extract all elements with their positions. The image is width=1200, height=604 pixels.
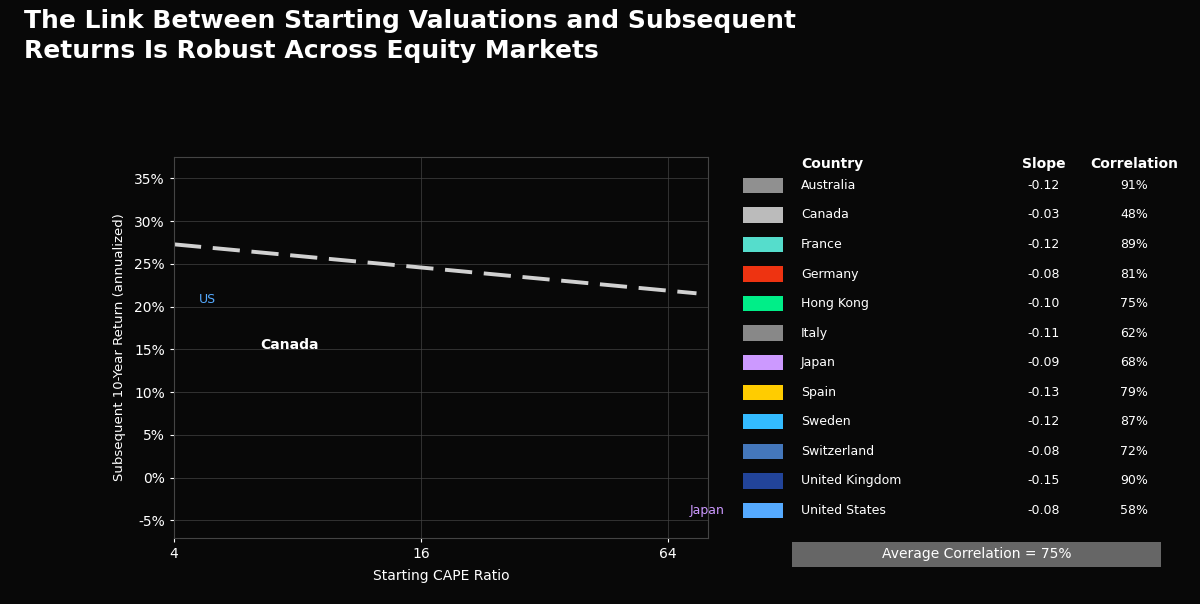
- FancyBboxPatch shape: [743, 355, 784, 370]
- Text: -0.12: -0.12: [1028, 416, 1060, 428]
- Text: -0.10: -0.10: [1028, 297, 1060, 310]
- Text: Sweden: Sweden: [802, 416, 851, 428]
- Text: -0.12: -0.12: [1028, 179, 1060, 192]
- FancyBboxPatch shape: [743, 414, 784, 429]
- Text: 62%: 62%: [1120, 327, 1148, 339]
- FancyBboxPatch shape: [792, 542, 1162, 567]
- Text: Germany: Germany: [802, 268, 858, 280]
- Text: 89%: 89%: [1120, 238, 1148, 251]
- FancyBboxPatch shape: [743, 207, 784, 223]
- Text: Italy: Italy: [802, 327, 828, 339]
- Text: Australia: Australia: [802, 179, 857, 192]
- Text: -0.08: -0.08: [1027, 504, 1061, 517]
- Text: Country: Country: [802, 157, 863, 171]
- FancyBboxPatch shape: [743, 473, 784, 489]
- Text: -0.08: -0.08: [1027, 268, 1061, 280]
- Text: US: US: [199, 294, 216, 306]
- FancyBboxPatch shape: [743, 443, 784, 459]
- FancyBboxPatch shape: [743, 326, 784, 341]
- Text: United States: United States: [802, 504, 886, 517]
- Text: -0.08: -0.08: [1027, 445, 1061, 458]
- FancyBboxPatch shape: [743, 385, 784, 400]
- Text: Canada: Canada: [260, 338, 319, 352]
- Text: 68%: 68%: [1120, 356, 1148, 369]
- Text: Hong Kong: Hong Kong: [802, 297, 869, 310]
- Text: 87%: 87%: [1120, 416, 1148, 428]
- Text: -0.03: -0.03: [1028, 208, 1060, 222]
- FancyBboxPatch shape: [743, 178, 784, 193]
- Text: -0.13: -0.13: [1028, 386, 1060, 399]
- Text: Canada: Canada: [802, 208, 848, 222]
- Text: Spain: Spain: [802, 386, 836, 399]
- Text: Average Correlation = 75%: Average Correlation = 75%: [882, 547, 1072, 562]
- Text: Japan: Japan: [802, 356, 836, 369]
- Text: 79%: 79%: [1120, 386, 1148, 399]
- FancyBboxPatch shape: [743, 296, 784, 311]
- Text: 48%: 48%: [1120, 208, 1148, 222]
- Text: Slope: Slope: [1022, 157, 1066, 171]
- Text: 58%: 58%: [1120, 504, 1148, 517]
- Text: Japan: Japan: [689, 504, 724, 516]
- Text: The Link Between Starting Valuations and Subsequent
Returns Is Robust Across Equ: The Link Between Starting Valuations and…: [24, 9, 796, 63]
- Text: Correlation: Correlation: [1090, 157, 1178, 171]
- Text: -0.15: -0.15: [1028, 474, 1060, 487]
- Text: -0.11: -0.11: [1028, 327, 1060, 339]
- Text: 72%: 72%: [1120, 445, 1148, 458]
- Text: -0.12: -0.12: [1028, 238, 1060, 251]
- FancyBboxPatch shape: [743, 503, 784, 518]
- FancyBboxPatch shape: [743, 237, 784, 252]
- X-axis label: Starting CAPE Ratio: Starting CAPE Ratio: [373, 569, 509, 583]
- Text: 90%: 90%: [1120, 474, 1148, 487]
- Text: United Kingdom: United Kingdom: [802, 474, 901, 487]
- Text: 91%: 91%: [1120, 179, 1148, 192]
- FancyBboxPatch shape: [743, 266, 784, 281]
- Text: France: France: [802, 238, 842, 251]
- Y-axis label: Subsequent 10-Year Return (annualized): Subsequent 10-Year Return (annualized): [113, 213, 126, 481]
- Text: Switzerland: Switzerland: [802, 445, 874, 458]
- Text: -0.09: -0.09: [1028, 356, 1060, 369]
- Text: 81%: 81%: [1120, 268, 1148, 280]
- Text: 75%: 75%: [1120, 297, 1148, 310]
